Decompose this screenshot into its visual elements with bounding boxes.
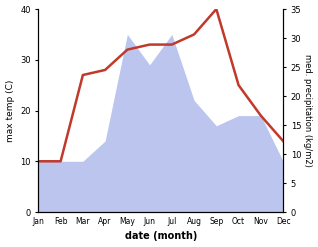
X-axis label: date (month): date (month) bbox=[125, 231, 197, 242]
Y-axis label: max temp (C): max temp (C) bbox=[5, 79, 15, 142]
Y-axis label: med. precipitation (kg/m2): med. precipitation (kg/m2) bbox=[303, 54, 313, 167]
